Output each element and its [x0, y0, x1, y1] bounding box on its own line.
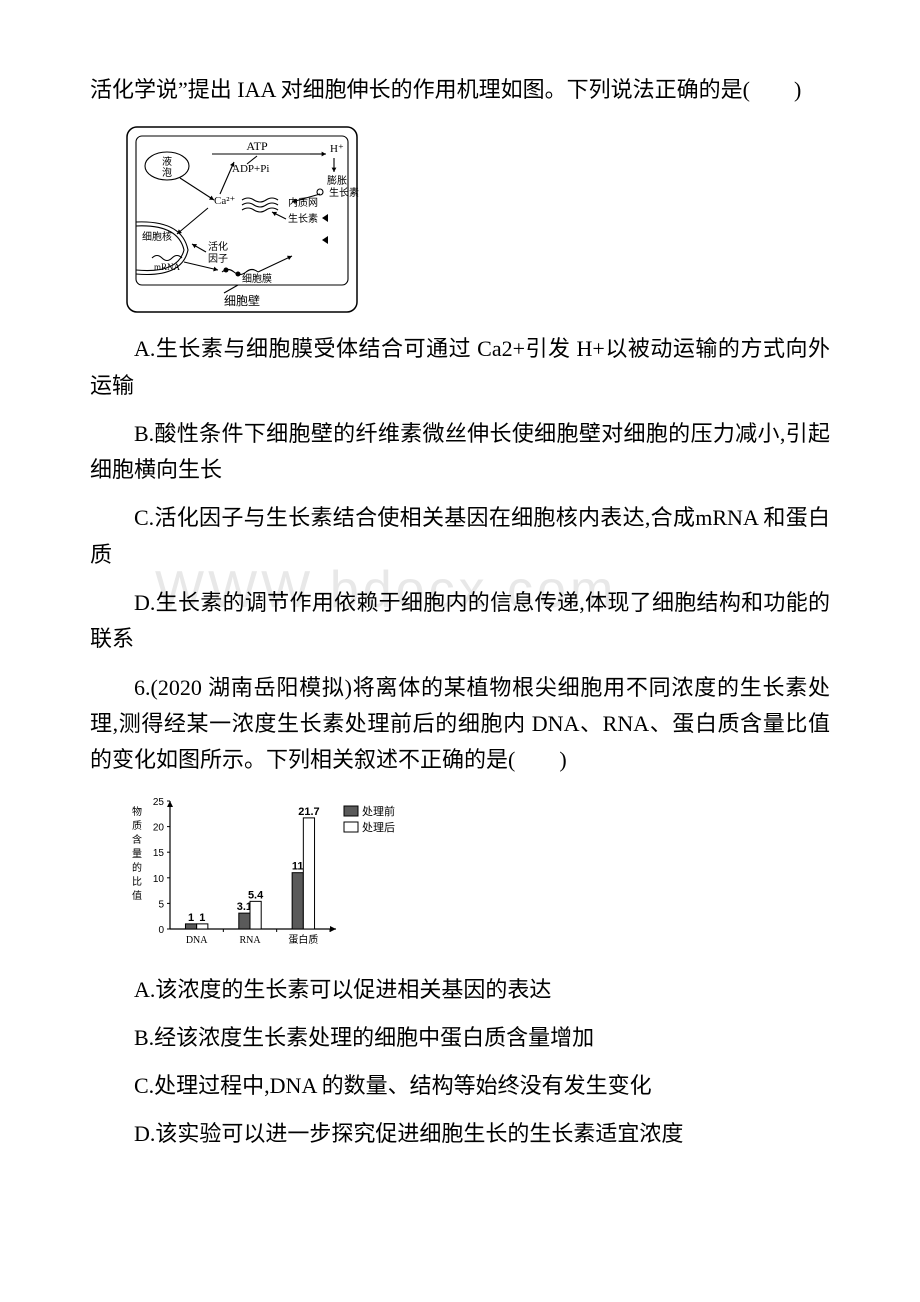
svg-text:活化: 活化	[208, 240, 228, 253]
svg-text:DNA: DNA	[186, 935, 208, 946]
svg-text:处理后: 处理后	[362, 821, 395, 834]
svg-text:内质网: 内质网	[288, 196, 318, 209]
svg-text:5: 5	[158, 899, 164, 910]
q5-diagram: ATPH⁺膨胀ADP+Pi液泡Ca²⁺内质网生长素生长素细胞核mRNA活化因子细…	[122, 122, 830, 317]
q6-option-d: D.该实验可以进一步探究促进细胞生长的生长素适宜浓度	[90, 1116, 830, 1152]
svg-text:11: 11	[292, 860, 304, 872]
q6-option-a: A.该浓度的生长素可以促进相关基因的表达	[90, 972, 830, 1008]
q5-option-d: D.生长素的调节作用依赖于细胞内的信息传递,体现了细胞结构和功能的联系	[90, 585, 830, 658]
svg-text:mRNA: mRNA	[154, 262, 181, 272]
svg-text:液: 液	[162, 155, 172, 168]
svg-text:H⁺: H⁺	[330, 143, 344, 155]
svg-text:细胞膜: 细胞膜	[242, 272, 272, 285]
svg-text:因子: 因子	[208, 253, 228, 265]
q6-chart: 物质含量的比值0510152025处理前处理后11DNA3.15.4RNA112…	[122, 793, 830, 958]
svg-text:15: 15	[153, 848, 165, 859]
svg-text:生长素: 生长素	[288, 212, 318, 225]
svg-text:细胞核: 细胞核	[142, 230, 172, 243]
svg-text:RNA: RNA	[239, 935, 261, 946]
cell-diagram-svg: ATPH⁺膨胀ADP+Pi液泡Ca²⁺内质网生长素生长素细胞核mRNA活化因子细…	[122, 122, 362, 317]
svg-text:Ca²⁺: Ca²⁺	[214, 195, 236, 207]
svg-text:物: 物	[132, 805, 142, 818]
q5-intro: 活化学说”提出 IAA 对细胞伸长的作用机理如图。下列说法正确的是( )	[90, 72, 830, 108]
svg-text:25: 25	[153, 797, 165, 808]
svg-text:质: 质	[132, 820, 142, 832]
svg-text:值: 值	[132, 889, 142, 902]
q6-option-b: B.经该浓度生长素处理的细胞中蛋白质含量增加	[90, 1020, 830, 1056]
q6-stem: 6.(2020 湖南岳阳模拟)将离体的某植物根尖细胞用不同浓度的生长素处理,测得…	[90, 670, 830, 779]
svg-text:膨胀: 膨胀	[327, 174, 347, 187]
svg-text:10: 10	[153, 873, 165, 884]
svg-text:细胞壁: 细胞壁	[224, 293, 260, 308]
svg-text:处理前: 处理前	[362, 804, 395, 818]
svg-text:20: 20	[153, 822, 165, 833]
svg-text:1: 1	[188, 911, 194, 923]
svg-text:21.7: 21.7	[298, 805, 319, 817]
svg-text:泡: 泡	[162, 166, 172, 179]
svg-text:5.4: 5.4	[248, 889, 264, 901]
svg-text:比: 比	[132, 876, 142, 888]
svg-text:ADP+Pi: ADP+Pi	[232, 163, 269, 175]
svg-text:ATP: ATP	[246, 139, 268, 153]
svg-text:含: 含	[132, 833, 142, 846]
q5-option-c: C.活化因子与生长素结合使相关基因在细胞核内表达,合成mRNA 和蛋白质	[90, 500, 830, 573]
svg-text:蛋白质: 蛋白质	[288, 933, 318, 946]
svg-text:量: 量	[132, 848, 142, 860]
svg-text:生长素: 生长素	[329, 186, 359, 199]
q5-option-b: B.酸性条件下细胞壁的纤维素微丝伸长使细胞壁对细胞的压力减小,引起细胞横向生长	[90, 416, 830, 489]
svg-text:1: 1	[199, 911, 205, 923]
svg-text:的: 的	[132, 861, 142, 874]
q5-option-a: A.生长素与细胞膜受体结合可通过 Ca2+引发 H+以被动运输的方式向外运输	[90, 331, 830, 404]
bar-chart-svg: 物质含量的比值0510152025处理前处理后11DNA3.15.4RNA112…	[122, 793, 412, 958]
q6-option-c: C.处理过程中,DNA 的数量、结构等始终没有发生变化	[90, 1068, 830, 1104]
svg-text:0: 0	[158, 925, 164, 936]
